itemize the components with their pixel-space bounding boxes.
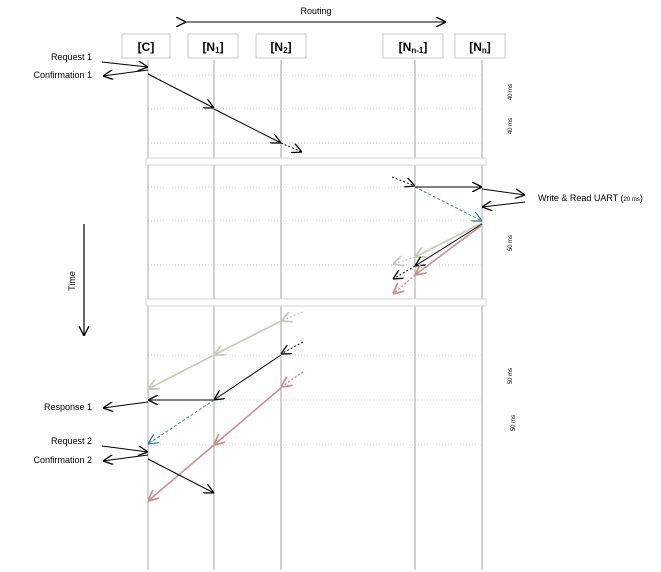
forward-n1-to-n2 bbox=[213, 108, 281, 143]
black-continue-dotted bbox=[393, 265, 416, 279]
node-box bbox=[187, 33, 239, 59]
duration-label: 50 ms bbox=[508, 368, 514, 384]
black-response bbox=[415, 223, 483, 266]
request-1-arrow bbox=[101, 62, 148, 67]
confirmation-1-label: Confirmation 1 bbox=[33, 70, 92, 80]
lifelines bbox=[147, 60, 483, 570]
request-1-label: Request 1 bbox=[51, 52, 92, 62]
duration-label: 40 ms bbox=[508, 118, 514, 134]
green-continue-dotted bbox=[393, 257, 416, 264]
response-1-label: Response 1 bbox=[44, 402, 92, 412]
confirmation-1-arrow bbox=[103, 69, 149, 76]
black-incoming-dotted bbox=[281, 341, 304, 354]
node-nn: [Nn] bbox=[454, 33, 506, 59]
red-n2-to-n1 bbox=[214, 387, 282, 445]
routing-label: Routing bbox=[300, 6, 331, 16]
duration-label: 50 ms bbox=[508, 235, 514, 251]
confirmation-2-arrow bbox=[103, 454, 149, 461]
uart-label: Write & Read UART (20 ms) bbox=[538, 193, 643, 203]
node-label: [Nn] bbox=[469, 40, 491, 55]
node-label: [Nn-1] bbox=[399, 40, 428, 55]
routing-indicator: Routing bbox=[186, 6, 446, 22]
node-label: [N2] bbox=[270, 40, 291, 55]
time-label: Time bbox=[67, 271, 77, 291]
node-c: [C] bbox=[121, 33, 171, 59]
left-labels: Request 1 Confirmation 1 Response 1 Requ… bbox=[33, 52, 92, 465]
time-axis: Time bbox=[67, 224, 84, 336]
node-n2: [N2] bbox=[255, 33, 307, 59]
uart-read-arrow bbox=[482, 202, 526, 207]
request-2-label: Request 2 bbox=[51, 436, 92, 446]
messages-phase-1 bbox=[101, 62, 302, 152]
red-incoming-dotted bbox=[281, 371, 304, 387]
duration-label: 50 ms bbox=[511, 415, 517, 431]
continue-dotted bbox=[280, 142, 302, 152]
green-response bbox=[415, 222, 483, 257]
time-break-band bbox=[145, 157, 487, 166]
blue-dashed-return bbox=[148, 399, 215, 444]
forward-c-to-n1 bbox=[147, 73, 214, 108]
time-break-band bbox=[145, 298, 487, 307]
confirmation-2-label: Confirmation 2 bbox=[33, 455, 92, 465]
red-n1-to-c bbox=[148, 444, 215, 501]
node-n1: [N1] bbox=[187, 33, 239, 59]
blue-dashed-message bbox=[414, 186, 482, 221]
forward-c-to-n1-second bbox=[147, 458, 214, 493]
node-box bbox=[255, 33, 307, 59]
node-box bbox=[454, 33, 506, 59]
response-1-arrow bbox=[103, 401, 149, 408]
time-breaks bbox=[145, 157, 487, 307]
green-incoming-dotted bbox=[281, 311, 304, 321]
red-response bbox=[415, 224, 483, 275]
request-2-arrow bbox=[101, 445, 148, 452]
incoming-dotted bbox=[391, 176, 415, 186]
uart-write-arrow bbox=[481, 188, 525, 195]
black-n2-to-n1 bbox=[214, 354, 282, 400]
node-box bbox=[382, 33, 444, 59]
node-label: [C] bbox=[138, 40, 155, 54]
timing-gridlines bbox=[148, 74, 483, 446]
green-n2-to-n1 bbox=[214, 320, 282, 355]
node-box bbox=[121, 33, 171, 59]
messages-phase-2 bbox=[391, 176, 526, 294]
duration-labels: 40 ms 40 ms 50 ms 50 ms 50 ms bbox=[508, 84, 517, 431]
duration-label: 40 ms bbox=[508, 84, 514, 100]
node-n-minus-1: [Nn-1] bbox=[382, 33, 444, 59]
green-n1-to-c bbox=[148, 354, 215, 389]
node-label: [N1] bbox=[202, 40, 223, 55]
messages-phase-3 bbox=[101, 311, 304, 501]
node-headers: [C] [N1] [N2] [Nn-1] [Nn] bbox=[121, 33, 506, 59]
red-continue-dotted bbox=[393, 274, 416, 294]
